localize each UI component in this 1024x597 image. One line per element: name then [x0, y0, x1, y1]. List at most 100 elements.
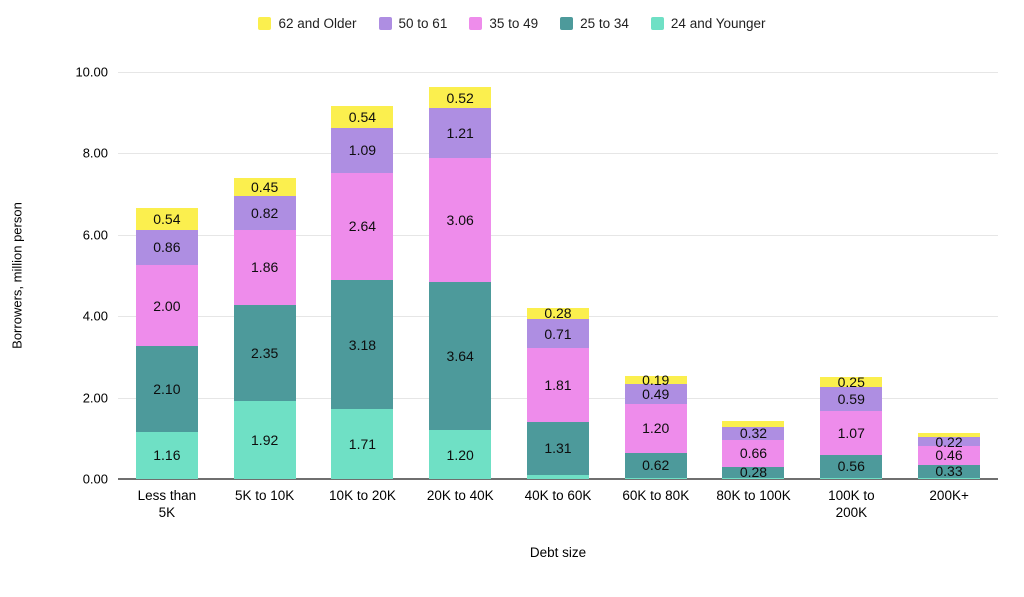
- legend-item[interactable]: 24 and Younger: [650, 16, 766, 31]
- data-label: 1.71: [348, 436, 377, 453]
- x-tick-label: 100K to 200K: [828, 488, 875, 520]
- data-label: 1.21: [446, 124, 474, 141]
- bar-segment[interactable]: 1.71: [331, 409, 394, 479]
- bar-segment[interactable]: 2.10: [135, 346, 198, 432]
- legend-swatch-icon: [469, 17, 483, 30]
- bar-segment[interactable]: 0.52: [429, 87, 492, 109]
- y-tick-label: 6.00: [82, 227, 108, 243]
- bar-segment[interactable]: 0.71: [526, 319, 589, 348]
- bar-segment[interactable]: 0.28: [722, 464, 785, 480]
- data-label: 3.06: [446, 211, 474, 228]
- bar-segment[interactable]: 1.92: [233, 400, 296, 479]
- bar-segment[interactable]: 0.28: [526, 305, 589, 321]
- legend-label: 35 to 49: [489, 16, 539, 31]
- legend-item[interactable]: 35 to 49: [469, 16, 538, 31]
- bar-segment[interactable]: 0.45: [233, 177, 296, 197]
- legend-item[interactable]: 25 to 34: [560, 16, 629, 31]
- bar-segment[interactable]: 1.20: [624, 403, 687, 453]
- x-axis-line: [118, 478, 998, 480]
- bar-segment[interactable]: 0.32: [722, 425, 785, 441]
- x-tick-label: 80K to 100K: [716, 488, 791, 503]
- x-axis-title: Debt size: [529, 545, 587, 560]
- bar: 1.92 2.35 1.86 0.82 0.45: [233, 177, 296, 479]
- data-label: 0.54: [153, 210, 181, 227]
- bar-segment[interactable]: 3.06: [429, 157, 492, 283]
- y-tick-label: 0.00: [82, 471, 108, 487]
- bar-segment[interactable]: 0.66: [722, 439, 785, 467]
- data-label: 1.92: [251, 431, 279, 448]
- bar-segment[interactable]: 0.82: [233, 196, 296, 230]
- chart-legend: 62 and Older 50 to 61 35 to 49 25 to 34 24 a…: [0, 16, 1024, 31]
- bar-segment[interactable]: [918, 433, 980, 438]
- x-tick-label: 200K+: [929, 488, 969, 503]
- bar-segment[interactable]: [526, 474, 589, 479]
- data-label: 0.32: [739, 425, 768, 442]
- data-label: 0.54: [348, 109, 377, 126]
- bar-segment[interactable]: 0.54: [331, 106, 394, 129]
- bar: 0.62 1.20 0.49 0.19: [624, 372, 687, 479]
- data-label: 2.00: [153, 297, 181, 314]
- bar-segment[interactable]: 1.86: [233, 229, 296, 306]
- gridline: [118, 72, 998, 73]
- bar-segment[interactable]: 1.16: [135, 431, 198, 479]
- bar-segment[interactable]: 0.25: [820, 374, 883, 390]
- bar-segment[interactable]: 0.19: [624, 372, 687, 388]
- data-label: 0.82: [251, 204, 279, 221]
- legend-label: 25 to 34: [580, 16, 629, 31]
- data-label: 0.59: [837, 391, 865, 408]
- x-tick-label: 10K to 20K: [329, 488, 396, 503]
- bar-segment[interactable]: 3.64: [429, 282, 492, 431]
- data-label: 0.86: [153, 239, 181, 256]
- legend-label: 62 and Older: [278, 16, 357, 31]
- bar: 0.56 1.07 0.59 0.25: [820, 374, 883, 479]
- bar-segment[interactable]: 2.64: [331, 172, 394, 280]
- data-label: 1.31: [544, 440, 572, 457]
- data-label: 0.45: [251, 179, 279, 196]
- bar-segment[interactable]: [722, 421, 785, 427]
- bar-segment[interactable]: [722, 478, 785, 479]
- data-label: 1.16: [153, 447, 181, 464]
- bar-segment[interactable]: 1.07: [820, 411, 883, 455]
- bar-segment[interactable]: 0.56: [820, 455, 883, 478]
- legend-swatch-icon: [378, 17, 392, 30]
- bar-segment[interactable]: 0.49: [624, 383, 687, 404]
- data-label: 0.46: [935, 447, 963, 464]
- bar: 1.16 2.10 2.00 0.86 0.54: [135, 207, 198, 479]
- bar-segment[interactable]: 0.54: [135, 207, 198, 230]
- bar-segment[interactable]: [624, 477, 687, 479]
- bar-segment[interactable]: 0.86: [135, 229, 198, 265]
- bars-container: 1.16 2.10 2.00 0.86 0.54 1.92 2.35 1.86 0.82 0.45…: [118, 72, 998, 480]
- bar-segment[interactable]: 2.00: [135, 264, 198, 347]
- legend-item[interactable]: 62 and Older: [258, 16, 357, 31]
- bar: 0.28 0.66 0.32: [722, 421, 785, 480]
- legend-label: 24 and Younger: [670, 16, 766, 31]
- bar-segment[interactable]: 0.22: [918, 434, 980, 450]
- x-tick-label: 60K to 80K: [622, 488, 690, 503]
- bar-segment[interactable]: 1.81: [526, 347, 589, 422]
- bar-segment[interactable]: 1.31: [526, 421, 589, 475]
- bar-segment[interactable]: 0.62: [624, 452, 687, 478]
- bar-segment[interactable]: [820, 477, 883, 479]
- y-tick-label: 4.00: [82, 308, 108, 324]
- legend-item[interactable]: 50 to 61: [378, 16, 447, 31]
- bar: 0.33 0.46 0.22: [918, 433, 980, 479]
- data-label: 0.62: [642, 457, 670, 474]
- data-label: 2.35: [251, 345, 279, 362]
- bar: 1.71 3.18 2.64 1.09 0.54: [331, 106, 394, 479]
- bar-segment[interactable]: 3.18: [331, 279, 394, 410]
- y-tick-label: 2.00: [82, 390, 108, 406]
- bar-segment[interactable]: 0.59: [820, 387, 883, 412]
- bar-segment[interactable]: 1.20: [429, 430, 492, 479]
- bar-segment[interactable]: 0.46: [918, 446, 980, 465]
- data-label: 1.20: [446, 446, 474, 463]
- bar-segment[interactable]: 1.21: [429, 108, 492, 158]
- y-tick-label: 8.00: [82, 145, 108, 161]
- bar-segment[interactable]: 0.33: [918, 463, 980, 479]
- bar-segment[interactable]: 2.35: [233, 305, 296, 401]
- data-label: 1.86: [251, 259, 279, 276]
- bar-segment[interactable]: [918, 478, 980, 479]
- bar-segment[interactable]: 1.09: [331, 128, 394, 173]
- bar: 1.31 1.81 0.71 0.28: [526, 305, 589, 479]
- legend-swatch-icon: [650, 17, 664, 30]
